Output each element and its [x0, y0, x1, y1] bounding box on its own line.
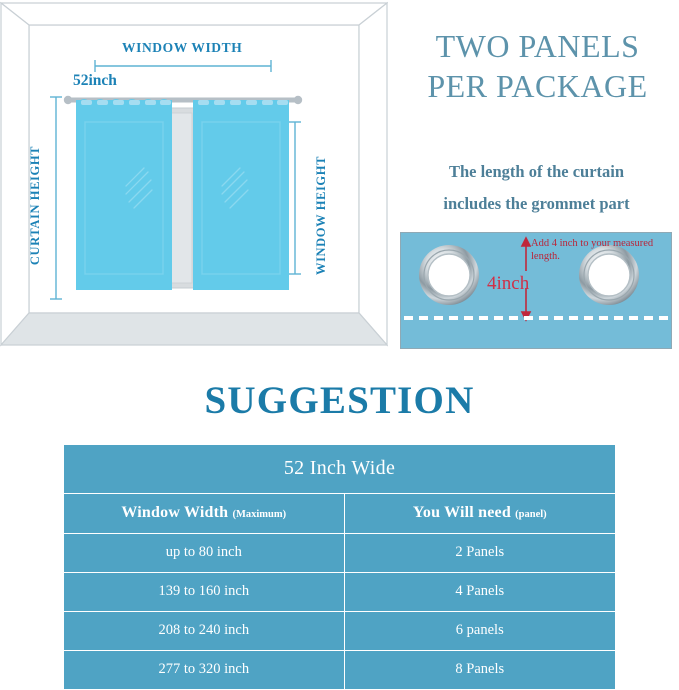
cell-window-width-3: 208 to 240 inch	[63, 611, 345, 651]
ceiling-plane	[0, 2, 388, 26]
table-row: 208 to 240 inch 6 panels	[63, 611, 617, 651]
subheadline-line-1: The length of the curtain	[448, 162, 625, 181]
add-four-inch-note: Add 4 inch to your measured length.	[531, 238, 654, 262]
cell-panels-1: 2 Panels	[343, 533, 617, 573]
suggestion-table: 52 Inch Wide Window Width (Maximum) You …	[63, 444, 617, 690]
grommet-detail-diagram: Add 4 inch to your measured length. 4inc…	[400, 232, 672, 349]
grommet-ring-right	[579, 245, 639, 305]
column-header-you-will-need: You Will need (panel)	[343, 493, 617, 534]
four-inch-measure-label: 4inch	[487, 273, 530, 294]
cell-window-width-1: up to 80 inch	[63, 533, 345, 573]
window-height-label: WINDOW HEIGHT	[314, 155, 329, 276]
cell-panels-3: 6 panels	[343, 611, 617, 651]
panel-right-sheen	[221, 167, 249, 209]
panel-left-inner-border	[84, 121, 164, 275]
panel-left-grommets	[81, 100, 171, 105]
panel-width-label: 52inch	[73, 72, 117, 89]
column-header-window-width-note: (Maximum)	[232, 509, 287, 520]
window-width-dimension-line	[94, 60, 272, 72]
headline-line-2: PER PACKAGE	[427, 68, 648, 105]
curtain-measurement-diagram: WINDOW WIDTH 52inch CURTAIN HEIGHT WINDO…	[0, 0, 388, 358]
curtain-panel-right	[193, 100, 289, 290]
table-row: 277 to 320 inch 8 Panels	[63, 650, 617, 690]
grommet-ring-left	[419, 245, 479, 305]
column-header-window-width-main: Window Width	[121, 504, 229, 521]
arrow-up-icon	[520, 236, 532, 271]
room-perspective-illustration	[0, 1, 388, 347]
window-width-label: WINDOW WIDTH	[122, 40, 243, 55]
curtain-height-dimension-line	[50, 96, 62, 300]
window-height-dimension-line	[289, 121, 301, 275]
right-wall	[358, 1, 388, 347]
table-caption-row: 52 Inch Wide	[63, 444, 616, 494]
cell-window-width-2: 139 to 160 inch	[63, 572, 345, 612]
cell-panels-2: 4 Panels	[343, 572, 617, 612]
subheadline-line-2: includes the grommet part	[443, 194, 630, 214]
suggestion-title: SUGGESTION	[204, 379, 475, 422]
rod-finial-right	[293, 95, 303, 105]
headline: TWO PANELS PER PACKAGE	[396, 26, 679, 107]
curtain-panel-left	[76, 99, 172, 290]
panel-left-sheen	[125, 167, 153, 209]
panel-right-grommets	[198, 100, 288, 105]
cell-window-width-4: 277 to 320 inch	[63, 650, 345, 690]
rod-finial-left	[63, 95, 73, 105]
panel-right-inner-border	[201, 121, 281, 275]
grommet-diagram-graphics	[404, 236, 668, 322]
table-caption: 52 Inch Wide	[63, 444, 616, 494]
column-header-window-width: Window Width (Maximum)	[63, 493, 345, 534]
headline-line-1: TWO PANELS	[435, 28, 640, 64]
column-header-you-will-need-note: (panel)	[515, 509, 547, 520]
column-header-you-will-need-main: You Will need	[412, 504, 511, 521]
curtain-height-label: CURTAIN HEIGHT	[28, 145, 43, 266]
table-row: 139 to 160 inch 4 Panels	[63, 572, 617, 612]
subheadline: The length of the curtain includes the g…	[394, 156, 679, 220]
table-header-row: Window Width (Maximum) You Will need (pa…	[63, 493, 617, 534]
table-row: up to 80 inch 2 Panels	[63, 533, 617, 573]
left-wall	[0, 1, 30, 347]
floor-plane	[0, 312, 388, 346]
cell-panels-4: 8 Panels	[343, 650, 617, 690]
